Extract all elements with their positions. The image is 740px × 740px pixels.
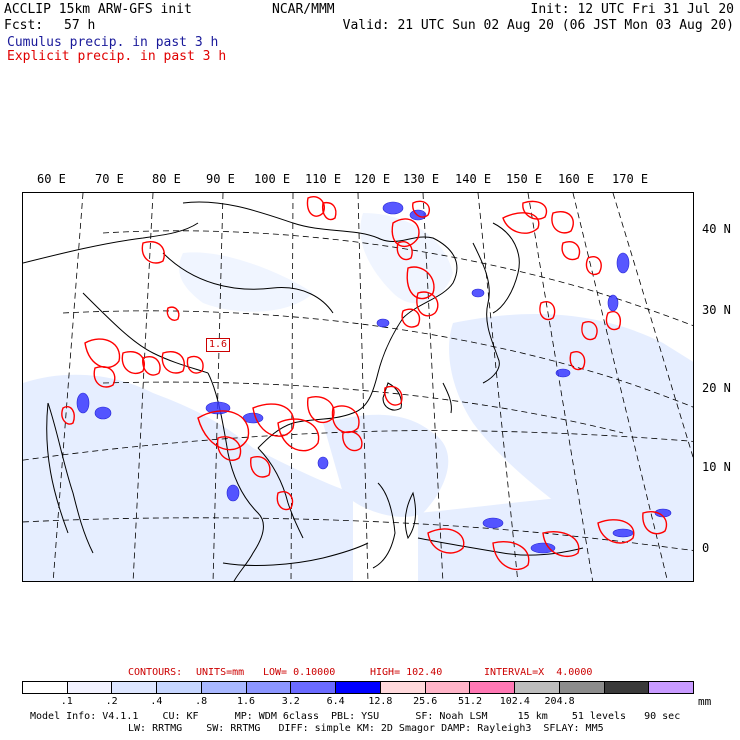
colorbar-tick-label: .1	[60, 696, 73, 707]
lon-label: 70 E	[95, 172, 124, 186]
lat-label: 10 N	[702, 460, 731, 474]
colorbar-tick-label: 3.2	[281, 696, 300, 707]
plot-title: ACCLIP 15km ARW-GFS init	[4, 2, 192, 17]
lon-label: 80 E	[152, 172, 181, 186]
lat-label: 40 N	[702, 222, 731, 236]
lon-label: 120 E	[354, 172, 391, 186]
colorbar-tick-label: 12.8	[368, 696, 393, 707]
colorbar-swatch	[336, 682, 381, 693]
lon-label: 60 E	[37, 172, 66, 186]
colorbar-tick-label: .8	[195, 696, 208, 707]
legend-explicit: Explicit precip. in past 3 h	[7, 49, 227, 64]
graticule	[23, 193, 693, 581]
colorbar-tick-label: 102.4	[499, 696, 530, 707]
cumulus-light-areas	[23, 213, 693, 581]
colorbar-swatch	[201, 682, 247, 693]
colorbar-swatch	[515, 682, 560, 693]
colorbar-swatch	[649, 682, 694, 693]
lat-label: 20 N	[702, 381, 731, 395]
contours-high: HIGH= 102.40	[370, 667, 443, 678]
map-canvas	[23, 193, 693, 581]
colorbar-tick-label: 204.8	[544, 696, 575, 707]
colorbar-swatch	[67, 682, 113, 693]
lon-label: 100 E	[254, 172, 291, 186]
contours-interval: INTERVAL=X 4.0000	[484, 667, 593, 678]
init-time: Init: 12 UTC Fri 31 Jul 20	[530, 2, 735, 17]
lon-label: 110 E	[305, 172, 342, 186]
colorbar-tick-label: 25.6	[413, 696, 438, 707]
contours-units: UNITS=mm	[196, 667, 245, 678]
colorbar-tick-label: 6.4	[326, 696, 345, 707]
colorbar-swatch	[604, 682, 650, 693]
colorbar-swatch	[23, 682, 68, 693]
contours-low: LOW= 0.10000	[263, 667, 336, 678]
coastlines	[23, 201, 584, 581]
colorbar-swatch	[112, 682, 158, 693]
colorbar-tick-label: 51.2	[457, 696, 483, 707]
contour-value-label: 1.6	[206, 338, 231, 352]
lon-label: 140 E	[455, 172, 492, 186]
colorbar-swatch	[380, 682, 426, 693]
colorbar-swatch	[470, 682, 516, 693]
lon-label: 150 E	[506, 172, 543, 186]
model-info-line1: Model Info: V4.1.1 CU: KF MP: WDM 6class…	[30, 711, 681, 722]
lat-label: 0	[702, 541, 710, 555]
colorbar-swatch	[157, 682, 202, 693]
model-info-line2: LW: RRTMG SW: RRTMG DIFF: simple KM: 2D …	[128, 723, 604, 734]
precip-map: 1.6	[22, 192, 694, 582]
lon-label: 130 E	[403, 172, 440, 186]
legend-cumulus: Cumulus precip. in past 3 h	[7, 35, 219, 50]
lon-label: 160 E	[558, 172, 595, 186]
valid-time: Valid: 21 UTC Sun 02 Aug 20 (06 JST Mon …	[342, 18, 734, 33]
forecast-label: Fcst:	[4, 18, 44, 33]
colorbar-swatch	[291, 682, 337, 693]
colorbar-swatch	[425, 682, 471, 693]
forecast-hour: 57 h	[64, 18, 96, 33]
lon-label: 170 E	[612, 172, 649, 186]
colorbar-tick-label: .4	[150, 696, 163, 707]
colorbar-swatch	[246, 682, 292, 693]
colorbar-swatch	[559, 682, 605, 693]
colorbar	[22, 681, 694, 694]
colorbar-unit: mm	[698, 695, 712, 708]
colorbar-tick-label: 1.6	[236, 696, 256, 707]
lon-label: 90 E	[206, 172, 235, 186]
explicit-cells	[61, 196, 668, 570]
contours-label: CONTOURS:	[128, 667, 183, 678]
colorbar-tick-label: .2	[105, 696, 118, 707]
center-label: NCAR/MMM	[272, 2, 335, 17]
lat-label: 30 N	[702, 303, 731, 317]
